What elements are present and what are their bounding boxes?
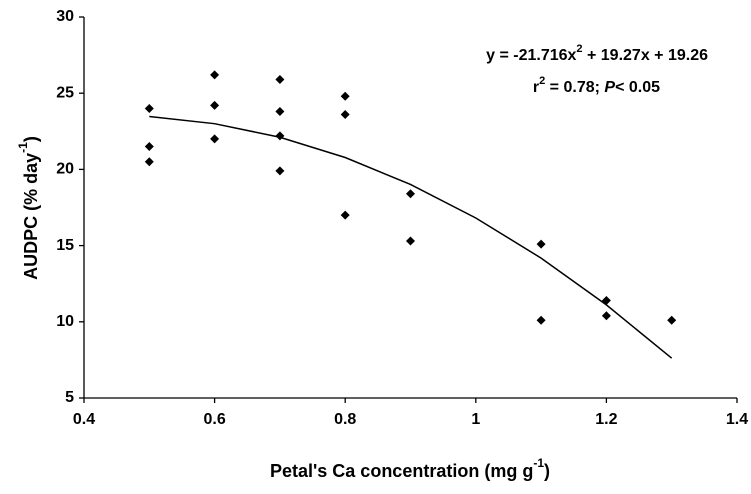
point xyxy=(667,315,677,325)
point xyxy=(144,103,154,113)
point xyxy=(275,74,285,84)
point xyxy=(210,70,220,80)
y-tick-label: 20 xyxy=(56,161,74,178)
point xyxy=(601,311,611,321)
x-tick-label: 0.6 xyxy=(203,411,225,428)
point xyxy=(536,315,546,325)
point xyxy=(144,157,154,167)
x-axis-label: Petal's Ca concentration (mg g-1) xyxy=(270,456,550,481)
x-tick-label: 0.8 xyxy=(334,411,356,428)
x-tick-label: 1.2 xyxy=(595,411,617,428)
y-tick-label: 5 xyxy=(65,389,74,406)
point xyxy=(275,166,285,176)
trendline xyxy=(149,115,673,359)
point xyxy=(601,295,611,305)
point xyxy=(536,239,546,249)
point xyxy=(340,210,350,220)
y-tick-label: 15 xyxy=(56,237,74,254)
point xyxy=(210,100,220,110)
y-tick-label: 30 xyxy=(56,8,74,25)
y-tick-label: 25 xyxy=(56,84,74,101)
point xyxy=(210,134,220,144)
x-tick-label: 1 xyxy=(471,411,480,428)
point xyxy=(406,236,415,246)
point xyxy=(340,110,350,120)
y-tick-label: 10 xyxy=(56,313,74,330)
point xyxy=(275,106,285,116)
point xyxy=(406,189,415,199)
x-tick-label: 0.4 xyxy=(73,411,95,428)
y-axis-label: AUDPC (% day-1) xyxy=(16,136,41,280)
point xyxy=(340,91,350,101)
r-squared: r2 = 0.78; P< 0.05 xyxy=(533,75,660,96)
x-tick-label: 1.4 xyxy=(726,411,748,428)
point xyxy=(275,131,285,141)
point xyxy=(144,142,154,152)
equation: y = -21.716x2 + 19.27x + 19.26 xyxy=(486,43,708,64)
